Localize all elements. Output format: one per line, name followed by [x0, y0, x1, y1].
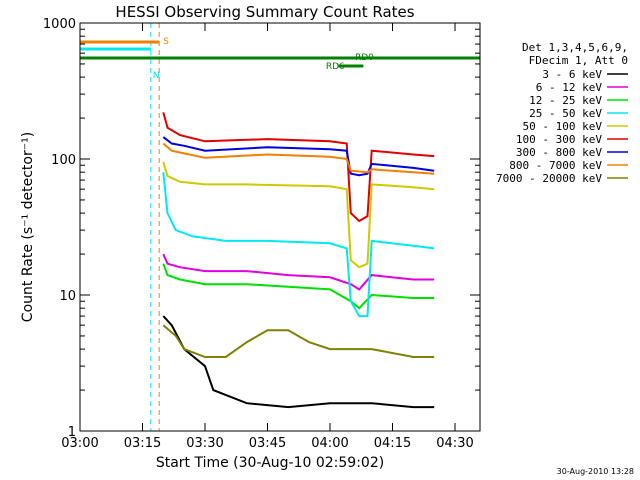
plot-frame [79, 22, 481, 432]
x-tick-label-3: 03:45 [249, 436, 286, 451]
series-line-5 [162, 112, 435, 223]
y-tick-label-2: 100 [51, 153, 76, 168]
x-tick-label-1: 03:15 [124, 436, 161, 451]
legend-label-2: 12 - 25 keV [529, 94, 602, 107]
x-tick-label-2: 03:30 [186, 436, 223, 451]
timestamp: 30-Aug-2010 13:28 [557, 467, 634, 476]
series-line-3 [162, 172, 435, 318]
x-tick-label-6: 04:30 [436, 436, 473, 451]
legend-label-6: 300 - 800 keV [516, 146, 602, 159]
legend-label-1: 6 - 12 keV [536, 81, 603, 94]
legend-label-3: 25 - 50 keV [529, 107, 602, 120]
series-line-0 [162, 315, 435, 409]
legend-header-1: Det 1,3,4,5,6,9, [522, 41, 628, 54]
y-tick-label-3: 1000 [43, 17, 76, 32]
x-ticks: 03:00 03:15 03:30 03:45 04:00 04:15 04:30 [61, 23, 474, 451]
x-tick-label-4: 04:00 [311, 436, 348, 451]
flag-label-n: N [153, 71, 160, 81]
legend-label-7: 800 - 7000 keV [509, 159, 602, 172]
series-line-7 [162, 142, 435, 175]
legend-label-5: 100 - 300 keV [516, 133, 602, 146]
y-tick-label-0: 1 [68, 425, 76, 440]
flag-label-s: S [163, 37, 169, 47]
legend-label-4: 50 - 100 keV [523, 120, 603, 133]
series-line-8 [162, 324, 435, 358]
y-ticks: 1 10 100 1000 [43, 17, 480, 440]
x-tick-label-5: 04:15 [374, 436, 411, 451]
legend-header-2: FDecim 1, Att 0 [529, 54, 628, 67]
series-line-1 [162, 253, 435, 291]
chart-title: HESSI Observing Summary Count Rates [115, 3, 414, 21]
y-tick-label-1: 10 [59, 289, 76, 304]
flag-label-rd6: RD6 [326, 62, 345, 72]
legend: Det 1,3,4,5,6,9, FDecim 1, Att 0 3 - 6 k… [496, 41, 628, 185]
x-tick-label-0: 03:00 [61, 436, 98, 451]
flag-label-rd0: RD0 [355, 53, 374, 63]
y-axis-label: Count Rate (s⁻¹ detector⁻¹) [20, 132, 36, 322]
legend-label-0: 3 - 6 keV [542, 68, 602, 81]
series-layer [162, 112, 435, 409]
legend-label-8: 7000 - 20000 keV [496, 172, 602, 185]
flag-layer: S N RD0 RD6 [80, 23, 480, 431]
series-line-4 [162, 161, 435, 269]
x-axis-label: Start Time (30-Aug-10 02:59:02) [156, 455, 384, 471]
series-line-6 [162, 136, 435, 177]
series-line-2 [162, 263, 435, 310]
